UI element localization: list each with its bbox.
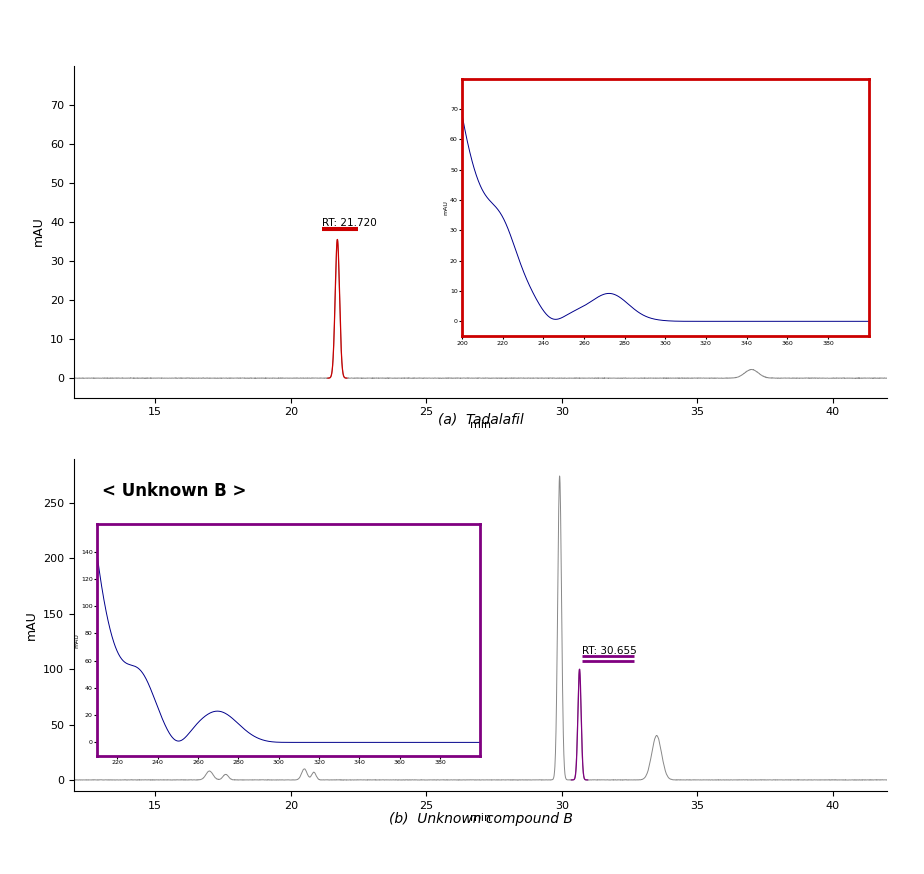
- Text: RT: 21.720: RT: 21.720: [322, 218, 377, 228]
- X-axis label: min: min: [470, 814, 491, 823]
- Y-axis label: mAU: mAU: [75, 633, 79, 648]
- X-axis label: min: min: [470, 420, 491, 430]
- Text: RT: 30.655: RT: 30.655: [582, 646, 637, 656]
- Text: (a)  Tadalafil: (a) Tadalafil: [438, 413, 523, 427]
- Text: (b)  Unknown compound B: (b) Unknown compound B: [389, 812, 572, 826]
- Text: < Unknown B >: < Unknown B >: [103, 482, 247, 500]
- Y-axis label: mAU: mAU: [444, 200, 448, 215]
- Y-axis label: mAU: mAU: [31, 217, 44, 246]
- Y-axis label: mAU: mAU: [25, 610, 38, 640]
